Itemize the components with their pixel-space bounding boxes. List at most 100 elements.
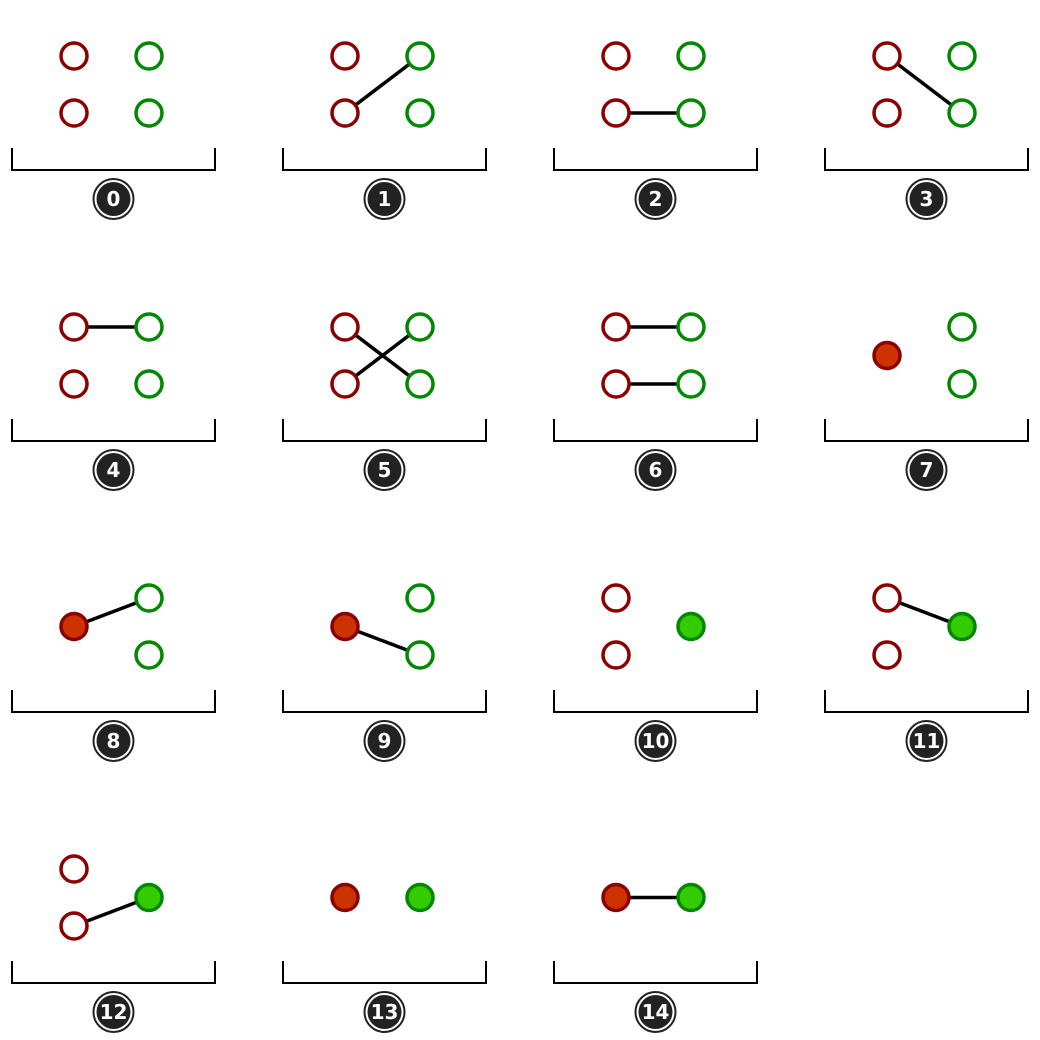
green-node-filled [947, 611, 977, 642]
green-node-filled [405, 882, 435, 913]
bracket [824, 690, 1029, 713]
badge-circle [909, 182, 944, 216]
green-node-open [134, 640, 164, 670]
bracket [553, 961, 758, 984]
red-node-open [59, 854, 89, 884]
badge-circle [367, 995, 402, 1029]
diagram-panel-12: 12 [11, 854, 216, 1033]
badge-label: 14 [642, 1000, 670, 1024]
red-node-open [872, 640, 902, 670]
edge-3-0 [885, 54, 964, 115]
edge-5-1 [343, 325, 422, 386]
bracket [11, 690, 216, 713]
green-node-open [676, 312, 706, 342]
badge-circle [367, 724, 402, 758]
red-node-filled [59, 611, 89, 642]
red-node-open [330, 312, 360, 342]
badge-label: 1 [378, 187, 392, 211]
red-node-open [601, 312, 631, 342]
green-node-open [405, 41, 435, 71]
green-node-open [134, 98, 164, 128]
badge-label: 2 [649, 187, 663, 211]
red-node-open [330, 98, 360, 128]
badge-label: 3 [920, 187, 934, 211]
green-node-open [134, 369, 164, 399]
red-node-open [59, 369, 89, 399]
diagram-panel-3: 3 [824, 41, 1029, 220]
badge-label: 0 [107, 187, 121, 211]
edge-1-0 [343, 54, 422, 115]
diagram-panel-5: 5 [282, 312, 487, 491]
green-node-open [405, 369, 435, 399]
badge-circle [96, 995, 131, 1029]
green-node-open [134, 312, 164, 342]
red-node-open [872, 583, 902, 613]
red-node-open [872, 41, 902, 71]
diagram-panel-8: 8 [11, 583, 216, 762]
badge-circle [909, 453, 944, 487]
red-node-open [601, 41, 631, 71]
badge-label: 4 [107, 458, 121, 482]
badge-circle [367, 453, 402, 487]
green-node-open [947, 41, 977, 71]
red-node-open [59, 911, 89, 941]
green-node-open [676, 41, 706, 71]
red-node-filled [330, 882, 360, 913]
diagram-panel-4: 4 [11, 312, 216, 491]
diagram-panel-9: 9 [282, 583, 487, 762]
badge-label: 10 [642, 729, 670, 753]
red-node-open [601, 369, 631, 399]
green-node-open [676, 369, 706, 399]
badge-circle [638, 995, 673, 1029]
diagram-panel-0: 0 [11, 41, 216, 220]
badge-label: 12 [100, 1000, 128, 1024]
diagram-panel-10: 10 [553, 583, 758, 762]
bracket [282, 690, 487, 713]
diagram-panel-7: 7 [824, 312, 1029, 491]
green-node-open [676, 98, 706, 128]
diagram-panel-2: 2 [553, 41, 758, 220]
red-node-filled [601, 882, 631, 913]
bracket [282, 961, 487, 984]
bracket [11, 961, 216, 984]
diagram-panel-11: 11 [824, 583, 1029, 762]
red-node-open [59, 98, 89, 128]
green-node-open [405, 98, 435, 128]
bracket [553, 419, 758, 442]
green-node-open [134, 41, 164, 71]
badge-label: 13 [371, 1000, 399, 1024]
red-node-open [601, 583, 631, 613]
badge-label: 8 [107, 729, 121, 753]
badge-label: 6 [649, 458, 663, 482]
badge-circle [638, 724, 673, 758]
green-node-open [947, 98, 977, 128]
badge-circle [638, 453, 673, 487]
bracket [282, 148, 487, 171]
red-node-open [601, 640, 631, 670]
green-node-open [405, 583, 435, 613]
bracket [824, 148, 1029, 171]
red-node-open [59, 41, 89, 71]
badge-label: 7 [920, 458, 934, 482]
badge-label: 5 [378, 458, 392, 482]
diagram-panel-14: 14 [553, 882, 758, 1033]
bracket [553, 690, 758, 713]
red-node-open [330, 369, 360, 399]
badge-circle [638, 182, 673, 216]
badge-circle [367, 182, 402, 216]
diagram-panel-6: 6 [553, 312, 758, 491]
badge-circle [909, 724, 944, 758]
green-node-open [947, 312, 977, 342]
bracket [11, 419, 216, 442]
red-node-filled [330, 611, 360, 642]
badge-label: 9 [378, 729, 392, 753]
badge-circle [96, 182, 131, 216]
bracket [824, 419, 1029, 442]
green-node-open [405, 312, 435, 342]
green-node-open [947, 369, 977, 399]
green-node-open [134, 583, 164, 613]
green-node-filled [676, 882, 706, 913]
red-node-open [59, 312, 89, 342]
red-node-open [330, 41, 360, 71]
